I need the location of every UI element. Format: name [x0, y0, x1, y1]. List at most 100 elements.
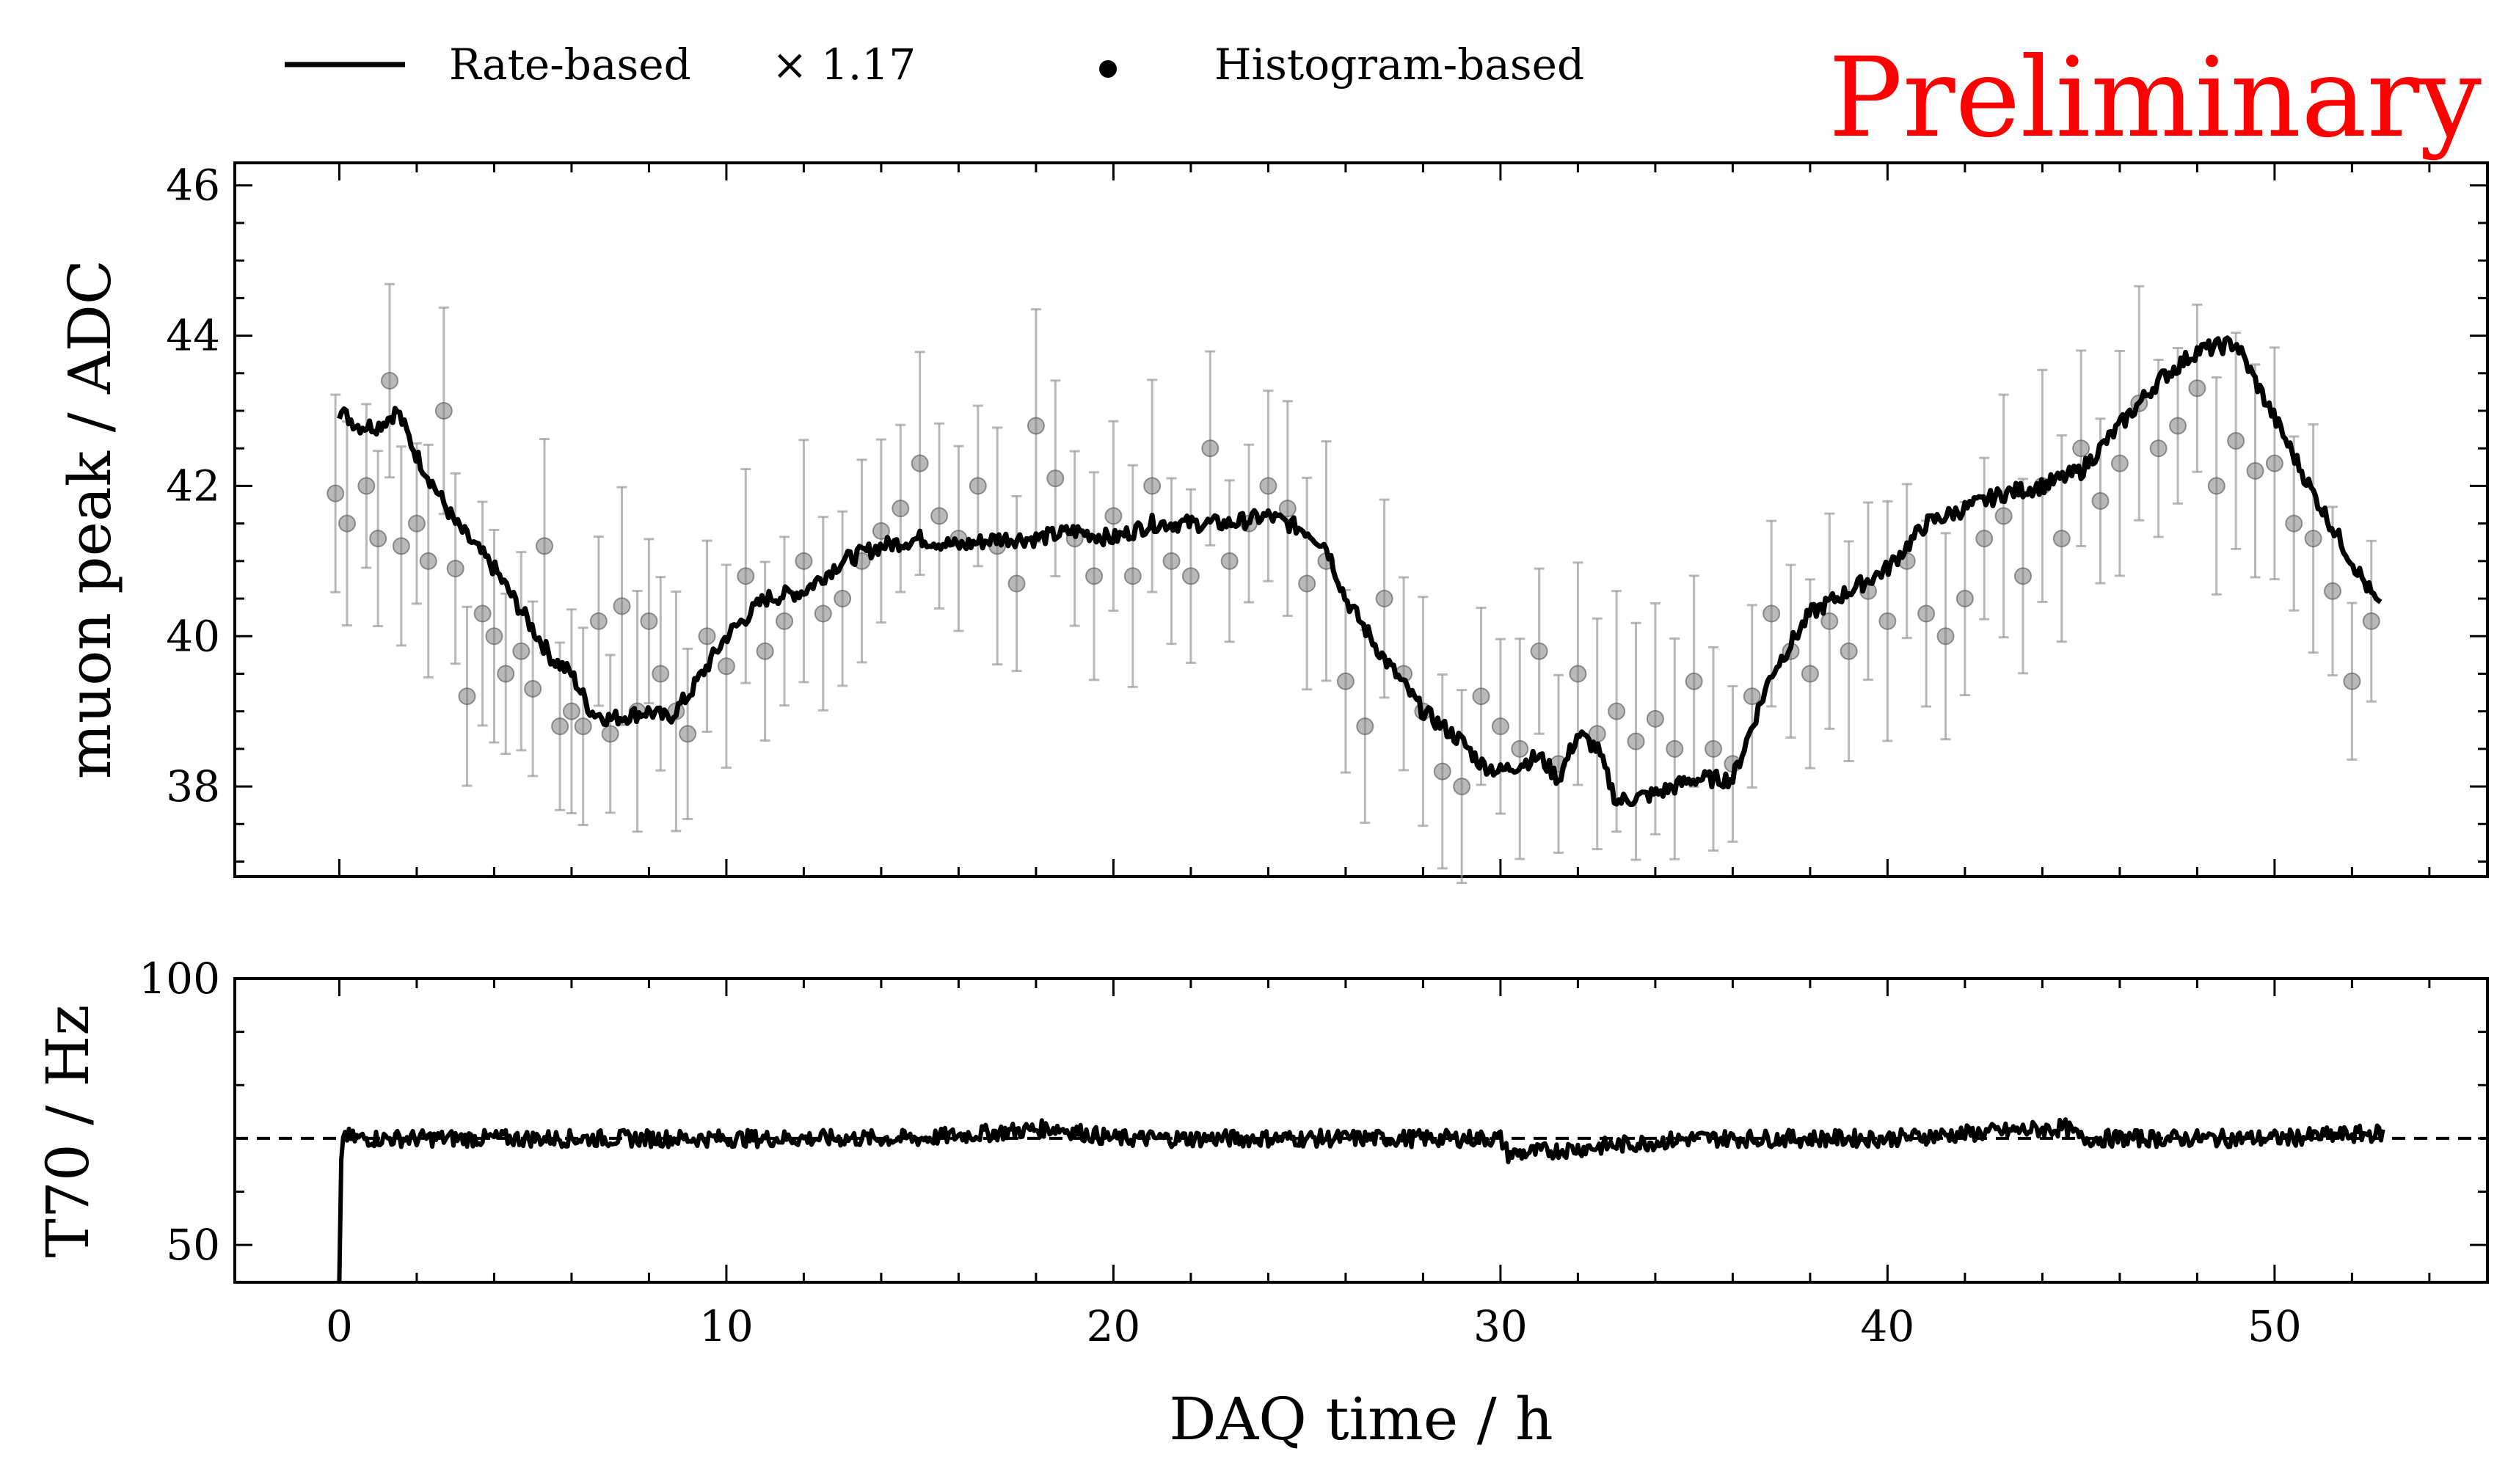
data-point: [434, 401, 453, 420]
data-point: [969, 477, 987, 495]
data-point: [1705, 739, 1723, 758]
data-point: [1027, 417, 1045, 435]
data-point: [1491, 717, 1509, 736]
data-point: [613, 597, 631, 615]
data-point: [1530, 642, 1548, 660]
data-point: [357, 477, 376, 495]
data-point: [1356, 717, 1374, 736]
histogram-points: [327, 372, 2380, 796]
histogram-errorbars: [330, 282, 2377, 885]
data-point: [1588, 725, 1606, 743]
legend-dot-marker: [1099, 60, 1117, 78]
data-point: [2149, 439, 2168, 458]
data-point: [512, 642, 531, 660]
top-panel: 38 40 42 44 46 muon peak / ADC: [56, 161, 2489, 885]
preliminary-watermark: Preliminary: [1829, 34, 2482, 162]
data-point: [1801, 665, 1819, 683]
data-point: [419, 552, 437, 570]
data-point: [776, 612, 794, 630]
data-point: [497, 665, 515, 683]
top-plot-frame: [233, 161, 2489, 878]
top-y-axis-label: muon peak / ADC: [56, 260, 124, 779]
data-point: [892, 500, 910, 518]
legend: Rate-based × 1.17 Histogram-based: [285, 40, 1584, 89]
y-tick-label: 100: [139, 954, 220, 1004]
bottom-x-ticks: 0 10 20 30 40 50: [326, 979, 2431, 1351]
data-point: [2169, 417, 2187, 435]
data-point: [1123, 567, 1142, 585]
legend-dot-label: Histogram-based: [1214, 40, 1584, 89]
data-point: [1278, 500, 1297, 518]
data-point: [551, 717, 569, 736]
data-point: [2265, 454, 2283, 472]
data-point: [1007, 574, 1026, 593]
data-point: [380, 372, 398, 390]
x-tick-label: 0: [326, 1301, 353, 1351]
bottom-plot-frame: [233, 977, 2489, 1284]
data-point: [1375, 590, 1393, 608]
data-point: [2227, 431, 2245, 450]
x-tick-label: 40: [1860, 1301, 1914, 1351]
data-point: [1569, 665, 1587, 683]
data-point: [2343, 672, 2361, 690]
data-point: [1646, 709, 1664, 728]
x-tick-label: 10: [699, 1301, 754, 1351]
data-point: [756, 642, 774, 660]
x-axis-label: DAQ time / h: [1169, 1385, 1553, 1453]
data-point: [1955, 590, 1974, 608]
data-point: [524, 679, 542, 698]
data-point: [1666, 739, 1684, 758]
data-point: [601, 725, 619, 743]
data-point: [1453, 778, 1471, 796]
legend-line-label: Rate-based: [449, 40, 691, 89]
data-point: [2052, 530, 2071, 548]
bottom-panel: 0 10 20 30 40 50 50 100 T70 / Hz DAQ time / h: [34, 954, 2489, 1453]
data-point: [2246, 461, 2264, 480]
data-point: [338, 514, 356, 533]
data-point: [1627, 732, 1645, 750]
data-point: [1104, 507, 1123, 525]
data-point: [640, 612, 658, 630]
data-point: [1433, 762, 1451, 781]
data-point: [1336, 672, 1355, 690]
bottom-y-axis-label: T70 / Hz: [34, 1005, 102, 1258]
data-point: [2285, 514, 2303, 533]
data-point: [589, 612, 608, 630]
x-tick-label: 50: [2248, 1301, 2302, 1351]
data-point: [1975, 530, 1994, 548]
data-point: [2324, 582, 2342, 600]
top-y-ticks: 38 40 42 44 46: [166, 161, 2487, 863]
data-point: [574, 717, 592, 736]
data-point: [1201, 439, 1220, 458]
data-point: [473, 604, 492, 623]
data-point: [1181, 567, 1200, 585]
data-point: [1936, 627, 1955, 646]
data-point: [327, 484, 345, 502]
data-point: [1743, 687, 1761, 706]
data-point: [1511, 739, 1529, 758]
data-point: [911, 454, 929, 472]
data-point: [1608, 702, 1626, 720]
data-point: [1762, 604, 1781, 623]
data-point: [2304, 530, 2322, 548]
legend-line-suffix: × 1.17: [772, 40, 916, 89]
y-tick-label: 40: [166, 611, 220, 661]
data-point: [1259, 477, 1277, 495]
data-point: [392, 537, 410, 555]
data-point: [834, 590, 852, 608]
data-point: [1085, 567, 1104, 585]
data-point: [698, 627, 716, 646]
t70-rate-line: [337, 1117, 2385, 1283]
data-point: [1820, 612, 1839, 630]
data-point: [679, 725, 697, 743]
y-tick-label: 44: [166, 311, 220, 361]
data-point: [535, 537, 553, 555]
data-point: [2014, 567, 2033, 585]
data-point: [872, 522, 890, 540]
data-point: [1878, 612, 1897, 630]
data-point: [2207, 477, 2226, 495]
data-point: [1917, 604, 1936, 623]
data-point: [2362, 612, 2380, 630]
rate-based-line: [337, 335, 2383, 808]
